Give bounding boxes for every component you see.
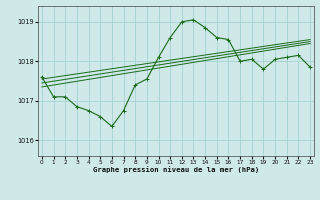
X-axis label: Graphe pression niveau de la mer (hPa): Graphe pression niveau de la mer (hPa) [93,167,259,173]
